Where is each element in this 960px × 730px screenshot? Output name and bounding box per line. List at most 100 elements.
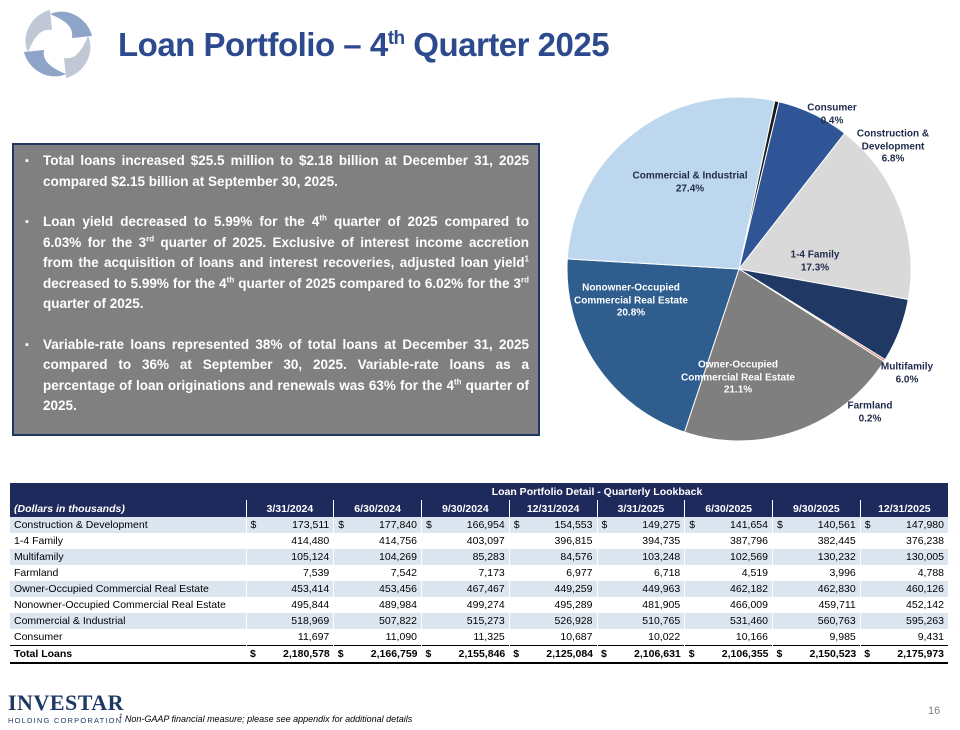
slice-label: 1-4 Family 17.3% xyxy=(770,250,860,275)
cell-value: 495,844 xyxy=(291,599,330,611)
superscript: th xyxy=(453,377,462,386)
superscript: th xyxy=(319,213,327,223)
cell-value: 10,166 xyxy=(735,631,768,643)
cell-value: 2,150,523 xyxy=(809,648,857,660)
cell: 6,977 xyxy=(508,565,597,581)
footnote-mark: 1 xyxy=(119,714,123,720)
cell: 466,009 xyxy=(684,597,773,613)
cell: $166,954 xyxy=(421,517,510,533)
cell-value: 154,553 xyxy=(554,519,593,531)
cell-value: 507,822 xyxy=(379,615,417,627)
cell-value: 526,928 xyxy=(554,615,593,627)
cell: 6,718 xyxy=(596,565,685,581)
cell: 414,756 xyxy=(333,533,422,549)
cell: 130,232 xyxy=(772,549,861,565)
slice-value: 6.8% xyxy=(881,153,905,165)
cell-value: 9,985 xyxy=(829,631,856,643)
slide-title: Loan Portfolio – 4th Quarter 2025 xyxy=(118,26,610,64)
cell-value: 105,124 xyxy=(291,551,330,563)
text-run: quarter of 2025 compared to 6.03% for th… xyxy=(43,214,529,250)
cell-value: 11,090 xyxy=(385,631,417,643)
cell: 396,815 xyxy=(508,533,597,549)
cell: 495,844 xyxy=(245,597,334,613)
cell: 595,263 xyxy=(859,613,948,629)
logo-mark xyxy=(24,10,92,78)
slice-label: Construction & Development 6.8% xyxy=(848,128,938,166)
cell: 3,996 xyxy=(772,565,861,581)
table-row: Owner-Occupied Commercial Real Estate 453… xyxy=(10,581,948,597)
pie-slice xyxy=(738,132,912,301)
cell: $173,511 xyxy=(245,517,334,533)
row-label: Nonowner-Occupied Commercial Real Estate xyxy=(14,599,226,611)
dollar-sign: $ xyxy=(425,648,432,660)
cell-value: 103,248 xyxy=(642,551,681,563)
cell-value: 102,569 xyxy=(730,551,768,563)
column-header: 3/31/2024 xyxy=(245,500,334,517)
cell-value: 403,097 xyxy=(466,535,505,547)
cell: 453,456 xyxy=(333,581,422,597)
table-row: Farmland 7,539 7,542 7,173 6,977 6,718 4,519 3,… xyxy=(10,565,948,581)
slice-value: 21.1% xyxy=(723,384,753,396)
cell: 102,569 xyxy=(684,549,773,565)
dollar-sign: $ xyxy=(777,519,783,531)
cell: 387,796 xyxy=(684,533,773,549)
slice-label: Farmland 0.2% xyxy=(825,401,915,426)
cell-value: 3,996 xyxy=(829,567,856,579)
slice-label: Owner-Occupied Commercial Real Estate 21.… xyxy=(673,359,803,397)
cell-value: 2,175,973 xyxy=(897,648,944,660)
dollar-sign: $ xyxy=(864,648,871,660)
cell: $2,155,846 xyxy=(421,645,510,664)
cell: 11,325 xyxy=(421,629,510,646)
dollar-sign: $ xyxy=(513,648,520,660)
cell: 10,022 xyxy=(596,629,685,646)
cell-value: 4,519 xyxy=(741,567,768,579)
table-title: Loan Portfolio Detail - Quarterly Lookba… xyxy=(246,483,948,500)
cell: $2,125,084 xyxy=(509,645,597,664)
cell-value: 9,431 xyxy=(917,631,944,643)
cell: 467,467 xyxy=(421,581,510,597)
cell: $2,180,578 xyxy=(246,645,334,664)
row-label: Multifamily xyxy=(10,549,246,565)
text-run: Quarter 2025 xyxy=(404,26,610,63)
cell: 449,963 xyxy=(596,581,685,597)
slice-name: Commercial & Industrial xyxy=(632,170,748,182)
slice-name: Owner-Occupied Commercial Real Estate xyxy=(681,359,795,383)
footnote: 1 Non-GAAP financial measure; please see… xyxy=(119,714,412,724)
pie-slice xyxy=(566,96,776,270)
cell-value: 531,460 xyxy=(730,615,768,627)
slice-name: Farmland xyxy=(847,400,893,412)
slice-name: Multifamily xyxy=(880,361,934,373)
dollar-sign: $ xyxy=(426,519,432,531)
text-run: Total loans increased $25.5 million to $… xyxy=(43,153,529,189)
text-run: quarter of 2025. xyxy=(43,377,529,414)
company-logo: INVESTAR HOLDING CORPORATION xyxy=(8,690,124,725)
cell: 7,542 xyxy=(333,565,422,581)
cell: 403,097 xyxy=(421,533,510,549)
cell: 526,928 xyxy=(508,613,597,629)
cell: 531,460 xyxy=(684,613,773,629)
cell-value: 467,467 xyxy=(466,583,505,595)
cell: 7,539 xyxy=(245,565,334,581)
cell: 103,248 xyxy=(596,549,685,565)
cell: 515,273 xyxy=(421,613,510,629)
cell-value: 515,273 xyxy=(466,615,505,627)
cell-value: 140,561 xyxy=(817,519,856,531)
cell-value: 2,106,631 xyxy=(634,648,681,660)
slice-name: 1-4 Family xyxy=(790,249,840,261)
cell: 499,274 xyxy=(421,597,510,613)
column-header: 6/30/2025 xyxy=(684,500,773,517)
superscript: 1 xyxy=(524,254,529,264)
row-label: 1-4 Family xyxy=(14,535,64,547)
dollar-sign: $ xyxy=(601,648,607,660)
table-row: Construction & Development $173,511 $177,8… xyxy=(10,517,948,533)
pie-chart xyxy=(566,96,912,442)
column-header: 3/31/2025 xyxy=(596,500,685,517)
bullet-box: Total loans increased $25.5 million to $… xyxy=(12,143,540,436)
cell: $2,150,523 xyxy=(772,645,861,664)
slice-name: Consumer xyxy=(807,102,857,114)
cell-value: 85,283 xyxy=(472,551,505,563)
cell-value: 453,414 xyxy=(291,583,330,595)
cell-value: 130,232 xyxy=(817,551,856,563)
cell: 4,519 xyxy=(684,565,773,581)
cell: 460,126 xyxy=(859,581,948,597)
